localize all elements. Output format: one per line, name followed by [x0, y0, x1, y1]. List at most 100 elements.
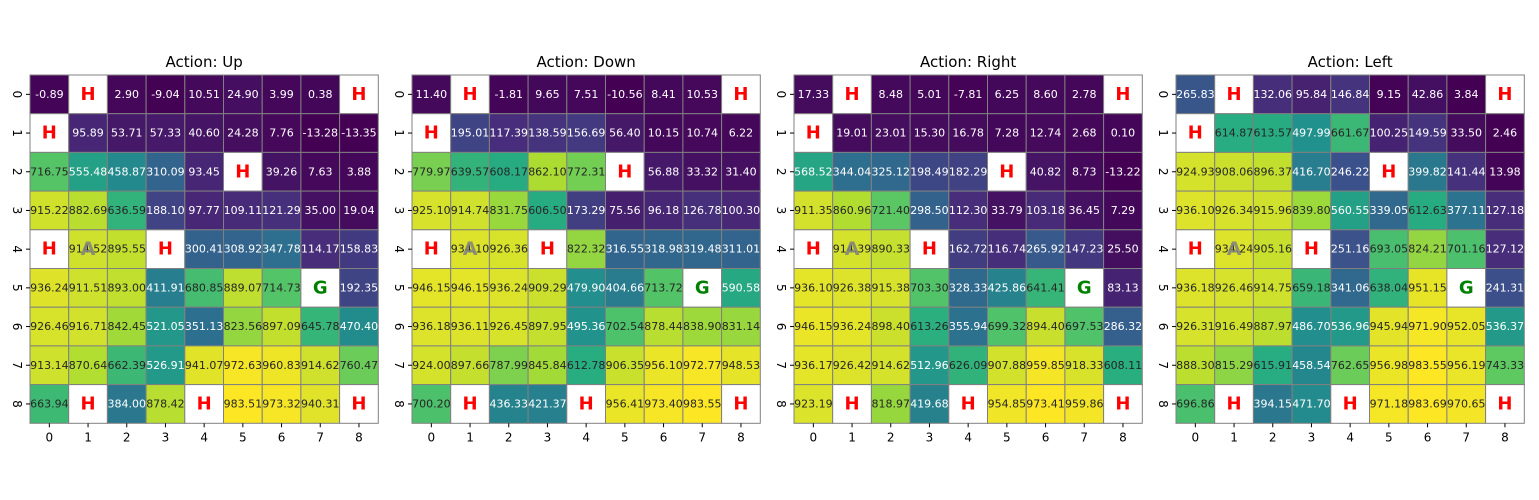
hole-label: H [999, 161, 1014, 182]
cell-value-label: 470.40 [340, 320, 379, 333]
heatmap-cell [1446, 345, 1487, 386]
heatmap-cell [261, 229, 302, 270]
cell-value-label: -13.28 [303, 127, 338, 140]
cell-value-label: -1.81 [495, 88, 523, 101]
hole-label: H [1188, 123, 1203, 144]
heatmap-cell [909, 229, 950, 270]
cell-value-label: 934.24 [1215, 243, 1254, 256]
hole-label: H [1381, 161, 1396, 182]
cell-value-label: -13.35 [341, 127, 376, 140]
cell-value-label: 888.30 [1176, 359, 1215, 372]
hole-label: H [81, 393, 96, 414]
heatmap-cell [411, 74, 452, 115]
heatmap-cell [106, 113, 147, 153]
heatmap-cell [68, 74, 108, 115]
cell-value-label: 862.10 [528, 165, 567, 178]
cell-value-label: 11.40 [416, 88, 448, 101]
x-tick-label: 5 [1003, 430, 1011, 444]
x-tick-label: 7 [698, 430, 706, 444]
cell-value-label: 823.56 [224, 320, 263, 333]
heatmap-cell [721, 74, 761, 115]
cell-value-label: 914.39 [833, 243, 872, 256]
x-tick-label: 0 [428, 430, 436, 444]
cell-value-label: 916.49 [1215, 320, 1254, 333]
heatmap-cell [1064, 306, 1105, 347]
cell-value-label: 486.70 [1292, 320, 1331, 333]
y-tick-label: 0 [10, 91, 24, 99]
cell-value-label: 146.84 [1331, 88, 1370, 101]
cell-value-label: -0.89 [35, 88, 63, 101]
heatmap-cell [106, 151, 147, 192]
cell-value-label: 983.55 [1408, 359, 1447, 372]
cell-value-label: 615.91 [1254, 359, 1293, 372]
cell-value-label: 147.23 [1065, 243, 1104, 256]
heatmap-cell [106, 229, 147, 270]
heatmap-cell [1064, 345, 1105, 386]
cell-value-label: 973.40 [644, 397, 683, 410]
cell-value-label: 905.16 [1254, 243, 1293, 256]
panel-title: Action: Right [920, 53, 1016, 71]
cell-value-label: 9.15 [1377, 88, 1402, 101]
heatmap-cell [948, 384, 988, 424]
heatmap-panel: Action: Left 265.83 H 132.06 95.84 146.84 9.15… [1156, 53, 1525, 444]
heatmap-cell [1175, 113, 1216, 153]
cell-value-label: 8.60 [1033, 88, 1058, 101]
cell-value-label: 909.29 [528, 281, 567, 294]
cell-value-label: 926.46 [30, 320, 69, 333]
cell-value-label: 743.33 [1486, 359, 1525, 372]
cell-value-label: 923.19 [794, 397, 833, 410]
cell-value-label: 117.39 [490, 127, 529, 140]
heatmap-cell [1025, 113, 1066, 153]
cell-value-label: 831.14 [722, 320, 761, 333]
heatmap-cell [68, 190, 108, 231]
heatmap-cell [1485, 74, 1525, 115]
heatmap-cell [1369, 229, 1409, 270]
hole-label: H [424, 123, 439, 144]
heatmap-cell [793, 113, 834, 153]
cell-value-label: 339.05 [1370, 204, 1409, 217]
heatmap-cell [261, 113, 302, 153]
heatmap-cell [1214, 345, 1254, 386]
heatmap-cell [300, 113, 341, 153]
heatmap-cell [1407, 190, 1448, 231]
y-tick-label: 1 [10, 129, 24, 137]
cell-value-label: 497.99 [1292, 127, 1331, 140]
heatmap-cell [68, 151, 108, 192]
cell-value-label: 100.25 [1370, 127, 1409, 140]
cell-value-label: 663.94 [30, 397, 69, 410]
heatmap-cell [1252, 113, 1293, 153]
cell-value-label: 39.26 [266, 165, 298, 178]
y-tick-label: 5 [392, 284, 406, 292]
cell-value-label: 17.33 [798, 88, 830, 101]
heatmap-cell [1064, 113, 1105, 153]
heatmap-cell [488, 306, 529, 347]
cell-value-label: 114.17 [301, 243, 340, 256]
cell-value-label: 608.11 [1104, 359, 1143, 372]
heatmap-cell [184, 306, 225, 347]
cell-value-label: 983.51 [224, 397, 263, 410]
cell-value-label: 195.01 [451, 127, 490, 140]
cell-value-label: 973.32 [262, 397, 301, 410]
cell-value-label: 56.40 [609, 127, 641, 140]
hole-label: H [42, 239, 57, 260]
cell-value-label: 2.46 [1493, 127, 1518, 140]
cell-value-label: 8.48 [879, 88, 904, 101]
heatmap-cell [1485, 345, 1525, 386]
heatmap-cell [682, 190, 723, 231]
cell-value-label: 10.74 [687, 127, 719, 140]
cell-value-label: 471.70 [1292, 397, 1331, 410]
cell-value-label: 93.45 [188, 165, 220, 178]
heatmap-cell [643, 306, 684, 347]
cell-value-label: 10.53 [687, 88, 719, 101]
heatmap-cell [184, 384, 225, 424]
y-tick-label: 0 [774, 91, 788, 99]
hole-label: H [579, 393, 594, 414]
cell-value-label: 845.84 [528, 359, 567, 372]
x-tick-label: 6 [660, 430, 668, 444]
cell-value-label: 173.29 [567, 204, 606, 217]
heatmap-cell [909, 384, 950, 424]
cell-value-label: 355.94 [949, 320, 988, 333]
y-tick-label: 5 [10, 284, 24, 292]
heatmap-cell [145, 190, 186, 231]
